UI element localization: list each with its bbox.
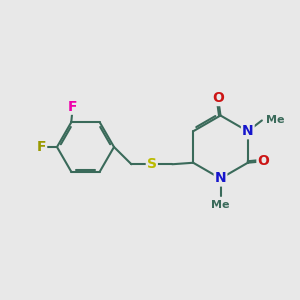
Text: Me: Me bbox=[266, 115, 284, 125]
Text: F: F bbox=[37, 140, 46, 154]
Text: N: N bbox=[242, 124, 254, 138]
Text: Me: Me bbox=[211, 200, 230, 209]
Text: S: S bbox=[147, 157, 157, 171]
Text: N: N bbox=[215, 172, 226, 185]
Text: F: F bbox=[68, 100, 77, 114]
Text: O: O bbox=[257, 154, 269, 168]
Text: O: O bbox=[212, 91, 224, 105]
